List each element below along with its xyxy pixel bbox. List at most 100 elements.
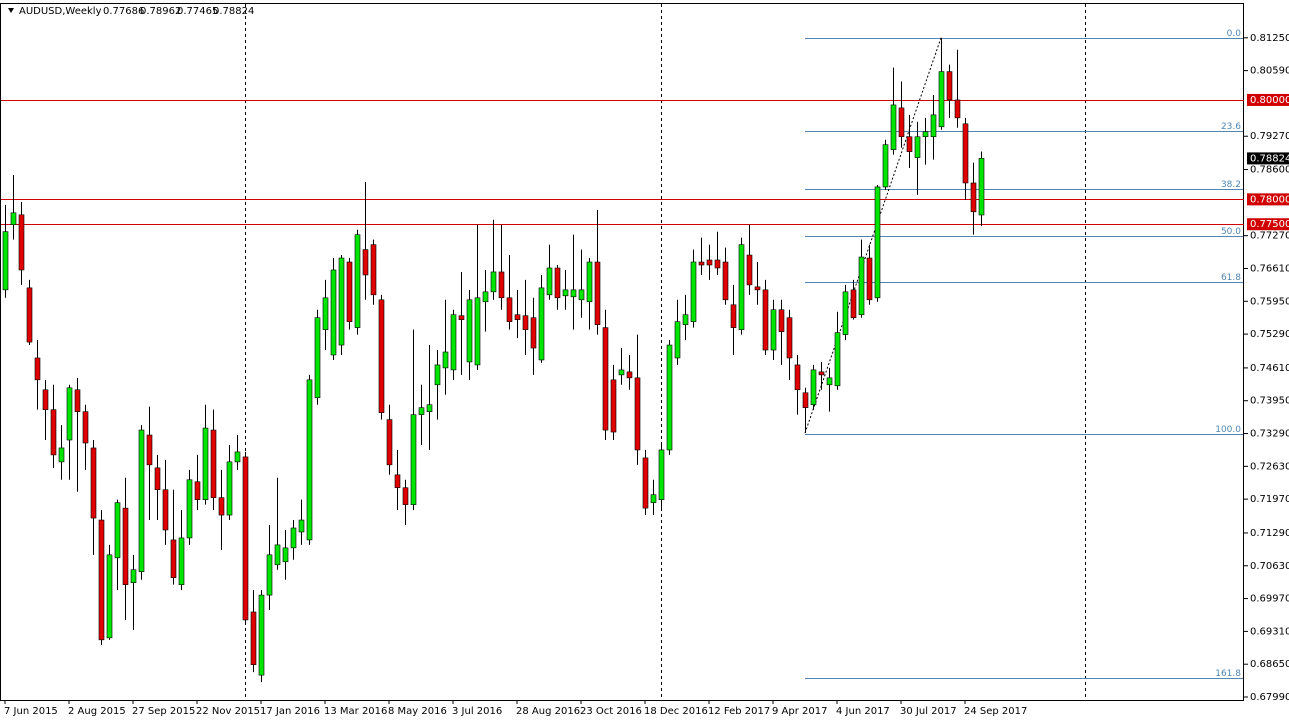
- candle-body: [762, 289, 769, 351]
- candle-body: [722, 261, 729, 301]
- candle-body: [290, 527, 297, 549]
- candle-body: [242, 456, 249, 621]
- candle-body: [770, 309, 777, 351]
- candle-body: [714, 259, 721, 269]
- candle-body: [538, 287, 545, 361]
- candle-body: [514, 314, 521, 320]
- menu-triangle[interactable]: [8, 8, 14, 13]
- candle-body: [938, 71, 945, 128]
- candle-body: [18, 214, 25, 271]
- x-tick-label: 7 Jun 2015: [4, 706, 58, 717]
- candle-body: [298, 519, 305, 533]
- x-tick-label: 9 Apr 2017: [772, 706, 827, 717]
- candle-body: [146, 434, 153, 466]
- candle-body: [130, 569, 137, 583]
- candle-body: [922, 131, 929, 138]
- y-tick-label: 0.68650: [1250, 659, 1289, 670]
- candle-body: [338, 257, 345, 346]
- candle-body: [26, 287, 33, 343]
- candle-body: [890, 104, 897, 150]
- quote-close: 0.78824: [213, 6, 254, 17]
- candle-body: [42, 389, 49, 410]
- candle-body: [274, 544, 281, 566]
- candle-body: [490, 271, 497, 293]
- candle-body: [786, 317, 793, 359]
- candle-body: [498, 271, 505, 299]
- candle-body: [226, 461, 233, 516]
- x-tick-label: 23 Oct 2016: [580, 706, 642, 717]
- candle-body: [34, 357, 41, 381]
- candle-body: [482, 291, 489, 303]
- candle-body: [170, 539, 177, 579]
- y-tick-label: 0.79270: [1250, 131, 1289, 142]
- candle-body: [978, 158, 985, 216]
- candle-body: [98, 519, 105, 641]
- fib-label: 61.8: [1221, 273, 1241, 283]
- quote-open: 0.77686: [103, 6, 144, 17]
- candle-body: [634, 377, 641, 451]
- candle-body: [882, 144, 889, 188]
- candle-body: [314, 317, 321, 399]
- candle-body: [106, 554, 113, 639]
- candle-body: [674, 321, 681, 359]
- candle-body: [122, 507, 129, 585]
- x-tick-label: 17 Jan 2016: [260, 706, 320, 717]
- candle-body: [154, 467, 161, 491]
- candle-body: [746, 254, 753, 286]
- candle-body: [306, 379, 313, 541]
- candle-body: [194, 481, 201, 500]
- price-box: [1247, 193, 1289, 206]
- candle-body: [394, 474, 401, 489]
- candle-body: [266, 554, 273, 596]
- candle-body: [730, 304, 737, 328]
- candle-body: [578, 289, 585, 301]
- candle-body: [754, 286, 761, 291]
- fib-label: 100.0: [1215, 425, 1241, 435]
- candle-body: [586, 261, 593, 303]
- x-tick-label: 3 Jul 2016: [452, 706, 502, 717]
- candle-body: [442, 351, 449, 369]
- candle-body: [458, 315, 465, 320]
- candle-body: [370, 244, 377, 296]
- y-tick-label: 0.67990: [1250, 692, 1289, 703]
- candle-body: [82, 411, 89, 444]
- candle-body: [818, 371, 825, 376]
- candle-body: [562, 289, 569, 297]
- candle-body: [234, 451, 241, 463]
- candle-body: [50, 409, 57, 456]
- x-tick-label: 13 Mar 2016: [324, 706, 387, 717]
- candle-body: [810, 369, 817, 405]
- candle-body: [962, 123, 969, 184]
- quote-high: 0.78962: [140, 6, 181, 17]
- y-tick-label: 0.69970: [1250, 594, 1289, 605]
- y-tick-label: 0.69310: [1250, 626, 1289, 637]
- y-tick-label: 0.70630: [1250, 561, 1289, 572]
- candle-body: [658, 449, 665, 500]
- candle-body: [610, 379, 617, 433]
- x-tick-label: 24 Sep 2017: [964, 706, 1027, 717]
- candle-body: [778, 309, 785, 332]
- candle-body: [434, 364, 441, 386]
- price-box-label: 0.80000: [1250, 95, 1289, 106]
- candle-body: [258, 594, 265, 676]
- candle-body: [946, 71, 953, 101]
- x-tick-label: 30 Jul 2017: [900, 706, 957, 717]
- candle-body: [66, 387, 73, 441]
- y-tick-label: 0.75950: [1250, 296, 1289, 307]
- candle-body: [378, 299, 385, 413]
- candle-body: [58, 447, 65, 463]
- candle-body: [90, 447, 97, 519]
- y-tick-label: 0.77270: [1250, 231, 1289, 242]
- candle-body: [546, 267, 553, 296]
- candle-body: [874, 186, 881, 299]
- y-tick-label: 0.78600: [1250, 165, 1289, 176]
- candle-body: [2, 231, 9, 291]
- candle-body: [474, 297, 481, 366]
- fib-label: 161.8: [1215, 669, 1241, 679]
- quote-low: 0.77465: [177, 6, 218, 17]
- candle-body: [666, 344, 673, 451]
- x-tick-label: 4 Jun 2017: [836, 706, 890, 717]
- fib-label: 50.0: [1221, 227, 1241, 237]
- candle-body: [282, 547, 289, 563]
